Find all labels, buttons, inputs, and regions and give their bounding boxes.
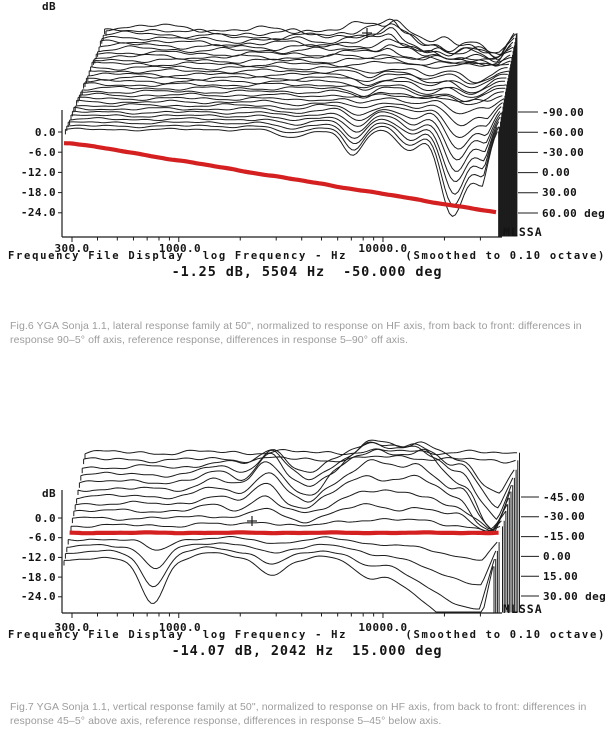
angle-tick-label: 15.00 (543, 569, 579, 583)
mlssa-brand: MLSSA (503, 224, 543, 239)
angle-tick-label: -90.00 (542, 105, 585, 119)
figure-caption: Fig.6 YGA Sonja 1.1, lateral response fa… (10, 320, 582, 346)
cursor-readout: -14.07 dB, 2042 Hz 15.000 deg (171, 643, 443, 659)
db-tick-label: -18.0 (20, 570, 56, 584)
db-axis-label: dB (41, 487, 56, 500)
angle-tick-label: 30.00 (542, 186, 578, 200)
db-tick-label: -24.0 (20, 590, 56, 604)
mlssa-brand: MLSSA (503, 602, 543, 616)
freq-tick-label: 300.0 (54, 621, 90, 634)
footer-center: log Frequency - Hz (202, 629, 348, 641)
footer-center: log Frequency - Hz (202, 250, 348, 262)
figure-caption: Fig.7 YGA Sonja 1.1, vertical response f… (10, 701, 587, 727)
db-tick-label: -18.0 (20, 186, 56, 200)
db-tick-label: 0.0 (34, 125, 56, 139)
angle-tick-label: 30.00 deg (543, 589, 607, 603)
freq-tick-label: 1000.0 (158, 242, 202, 255)
db-tick-label: -6.0 (27, 145, 56, 159)
angle-tick-label: -15.00 (543, 530, 586, 544)
freq-tick-label: 300.0 (54, 242, 90, 255)
angle-tick-label: 0.00 (543, 549, 572, 563)
footer-right: (Smoothed to 0.10 octave) (405, 629, 606, 641)
angle-tick-label: -30.00 (543, 510, 586, 524)
db-tick-label: -12.0 (20, 550, 56, 564)
footer-left: Frequency File Display (8, 629, 185, 641)
freq-tick-label: 1000.0 (158, 621, 202, 634)
freq-tick-label: 10000.0 (358, 621, 408, 634)
db-tick-label: -24.0 (20, 206, 56, 220)
db-tick-label: -6.0 (27, 531, 56, 545)
angle-tick-label: 60.00 deg (542, 206, 606, 220)
cursor-readout: -1.25 dB, 5504 Hz -50.000 deg (171, 264, 443, 280)
angle-tick-label: -30.00 (542, 145, 585, 159)
db-tick-label: -12.0 (20, 165, 56, 179)
angle-tick-label: -45.00 (543, 490, 586, 504)
footer-left: Frequency File Display (8, 250, 185, 262)
db-axis-label: dB (41, 0, 56, 13)
angle-tick-label: 0.00 (542, 166, 571, 180)
db-tick-label: 0.0 (34, 511, 56, 525)
footer-right: (Smoothed to 0.10 octave) (405, 250, 606, 262)
angle-tick-label: -60.00 (542, 125, 585, 139)
freq-tick-label: 10000.0 (358, 242, 408, 255)
